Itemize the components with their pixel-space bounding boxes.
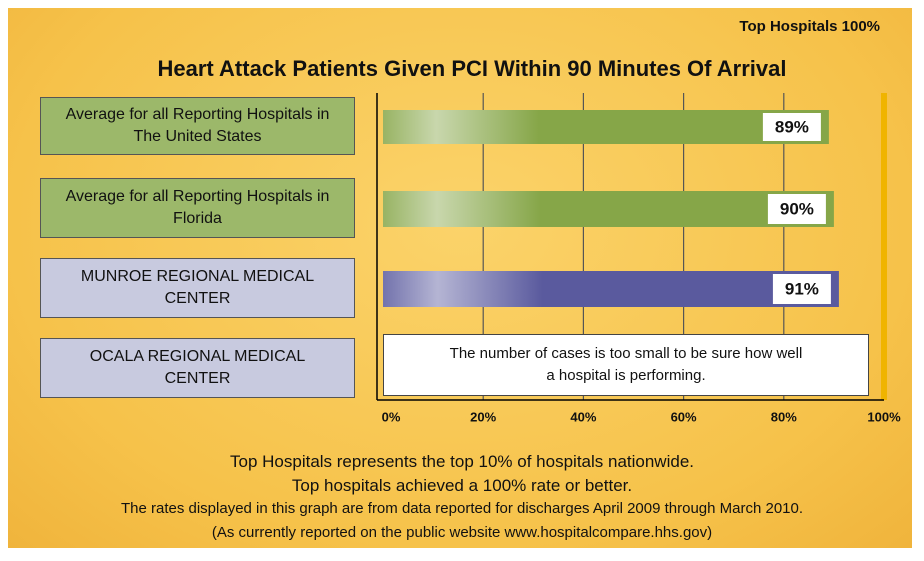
chart-title: Heart Attack Patients Given PCI Within 9… xyxy=(158,56,787,81)
target-label: Top Hospitals 100% xyxy=(739,18,880,35)
x-tick-label: 0% xyxy=(382,409,401,424)
footer-text: Top Hospitals represents the top 10% of … xyxy=(230,452,694,471)
category-label: OCALA REGIONAL MEDICAL CENTER xyxy=(40,338,355,398)
bar-shine xyxy=(383,191,834,227)
value-label-box xyxy=(767,194,826,224)
bar-shine xyxy=(383,271,839,307)
category-label: Average for all Reporting Hospitals in F… xyxy=(40,178,355,238)
value-label: 91% xyxy=(785,279,819,298)
x-tick-label: 20% xyxy=(470,409,496,424)
value-label-box xyxy=(762,113,821,141)
x-tick-label: 100% xyxy=(867,409,901,424)
footer-text: The rates displayed in this graph are fr… xyxy=(120,500,804,517)
category-label: Average for all Reporting Hospitals in T… xyxy=(40,97,355,155)
no-data-note: The number of cases is too small to be s… xyxy=(383,334,869,396)
value-label: 89% xyxy=(775,117,809,136)
footer-text: Top hospitals achieved a 100% rate or be… xyxy=(291,476,633,495)
bar-shine xyxy=(383,110,829,144)
x-tick-label: 80% xyxy=(771,409,797,424)
footer-text: (As currently reported on the public web… xyxy=(211,524,713,541)
x-tick-label: 60% xyxy=(671,409,697,424)
x-tick-label: 40% xyxy=(570,409,596,424)
value-label: 90% xyxy=(780,199,814,218)
value-label-box xyxy=(772,274,831,304)
category-label: MUNROE REGIONAL MEDICAL CENTER xyxy=(40,258,355,318)
